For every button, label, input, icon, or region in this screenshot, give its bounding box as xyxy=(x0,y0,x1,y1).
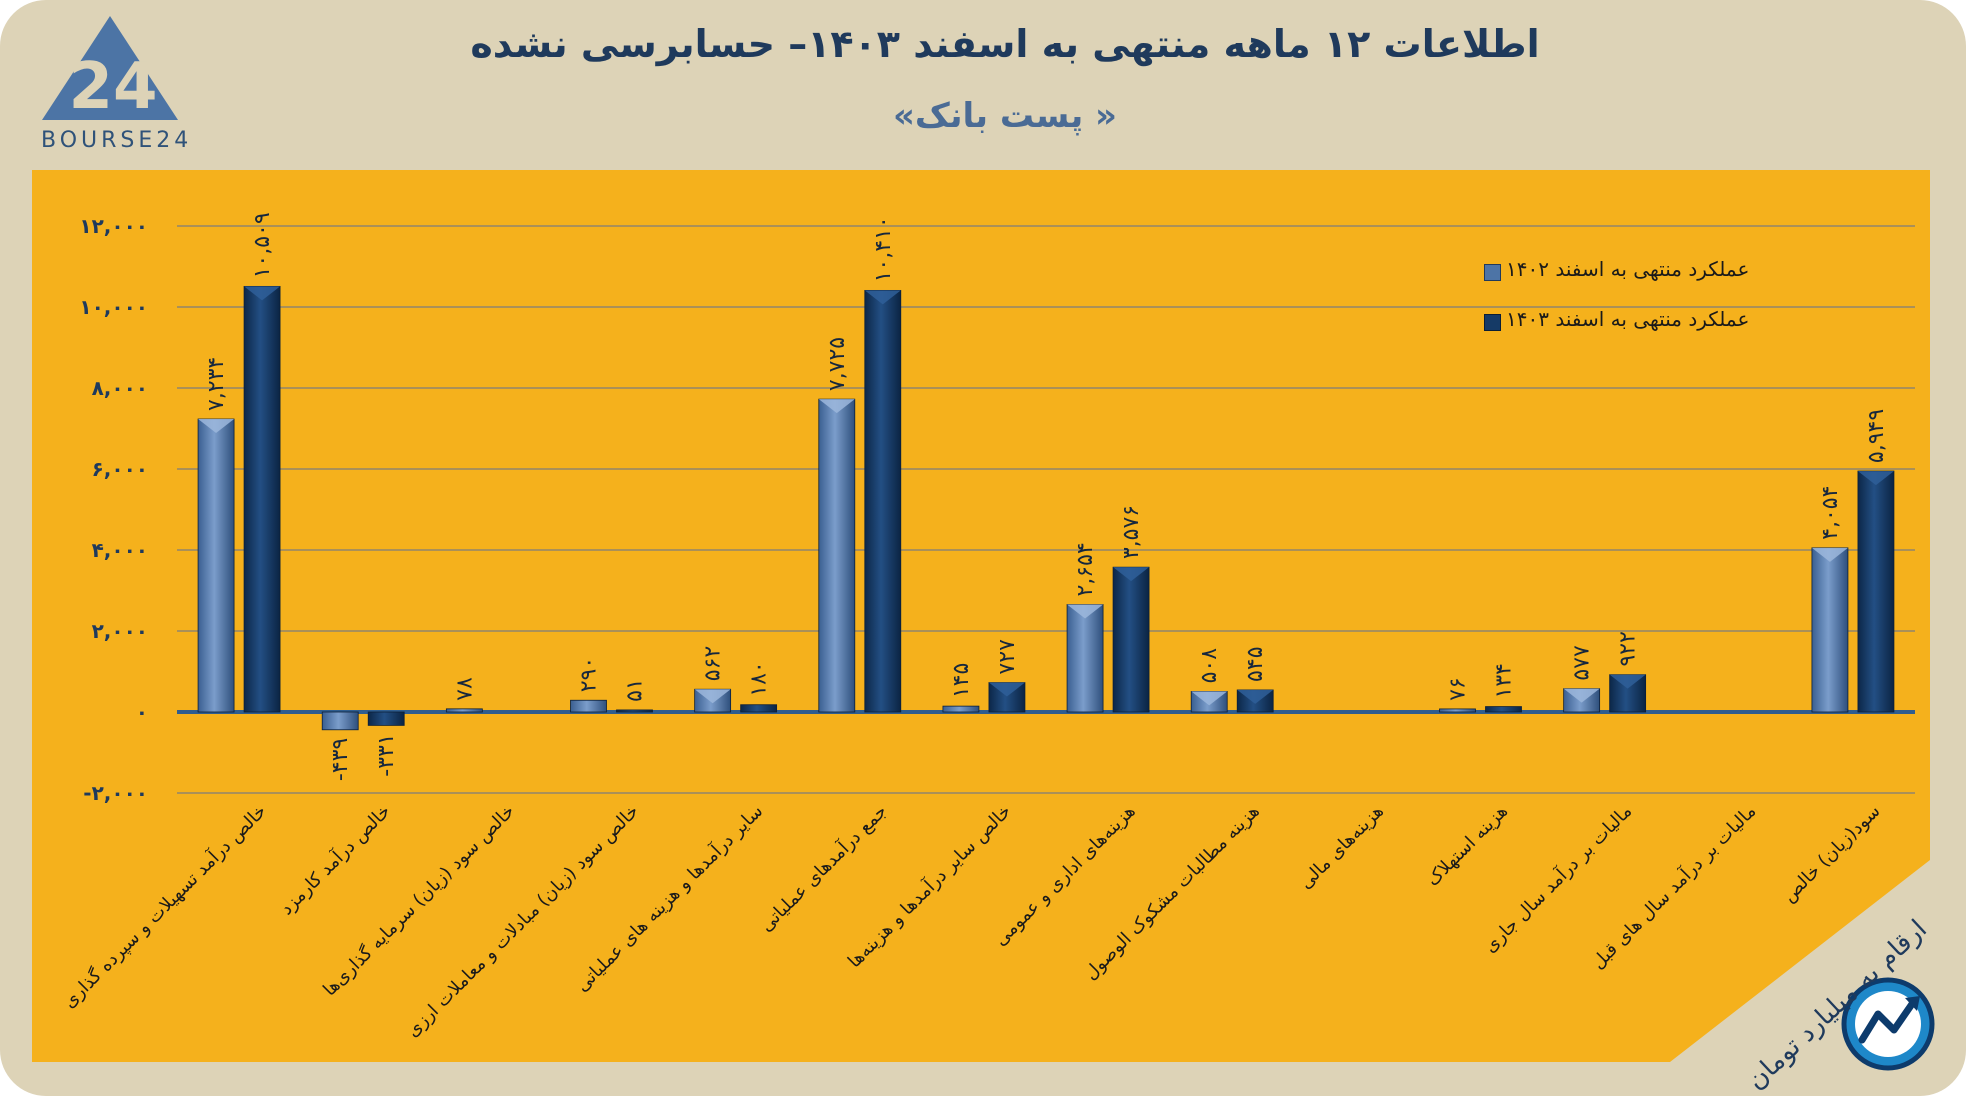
bar xyxy=(1439,708,1476,713)
data-label: ۱۰,۴۱۰ xyxy=(871,216,896,282)
bar-cap xyxy=(694,689,731,704)
data-label: -۴۳۹ xyxy=(328,738,353,781)
bar-cap xyxy=(988,682,1025,697)
data-labels: ۷,۲۳۴ ۱۰,۵۰۹ -۴۳۹ -۳۳۱ ۷۸ ۲۹۰ ۵۱ ۵۶۲ ۱۸۰ ۷,۷۲۵ ۱۰,… xyxy=(204,212,1889,781)
bar-cap xyxy=(1113,567,1150,582)
bar-cap xyxy=(1609,674,1646,689)
plot-background xyxy=(32,170,1930,1062)
bar-cap xyxy=(244,286,281,301)
bar xyxy=(1112,566,1150,713)
data-label: ۷۸ xyxy=(452,677,477,701)
bar-cap xyxy=(198,419,235,434)
y-tick-label: ۱۰,۰۰۰ xyxy=(79,295,148,319)
data-label: ۷۶ xyxy=(1446,677,1471,701)
data-label: ۷,۲۳۴ xyxy=(204,357,229,411)
y-tick-label: ۱۲,۰۰۰ xyxy=(79,214,148,238)
bar-cap xyxy=(818,399,855,414)
y-tick-label: ۸,۰۰۰ xyxy=(92,376,148,400)
data-label: ۱۳۴ xyxy=(1492,663,1517,698)
bar xyxy=(1485,706,1522,713)
bar xyxy=(445,708,483,713)
bar-cap xyxy=(1811,547,1848,562)
bar xyxy=(1811,547,1849,713)
data-label: ۹۲۲ xyxy=(1616,631,1641,666)
bar-cap xyxy=(1191,691,1228,706)
chart-subtitle: « پست بانک» xyxy=(892,96,1118,136)
data-label: ۳,۵۷۶ xyxy=(1119,505,1144,559)
bar xyxy=(942,705,980,713)
bar xyxy=(321,711,359,731)
bar xyxy=(864,289,902,713)
data-label: ۴,۰۵۴ xyxy=(1818,486,1843,540)
data-label: ۲,۶۵۴ xyxy=(1073,542,1098,596)
bar xyxy=(243,285,281,713)
bar xyxy=(740,704,778,713)
logo-number: 24 xyxy=(68,50,157,124)
logo-text: BOURSE24 xyxy=(41,128,193,153)
brand-badge-icon xyxy=(1841,977,1935,1071)
legend-swatch-1403 xyxy=(1484,314,1501,331)
data-label: ۵۴۵ xyxy=(1243,646,1268,681)
data-label: ۵۱ xyxy=(623,678,648,702)
bar xyxy=(367,711,405,726)
bar xyxy=(1857,470,1895,713)
bar xyxy=(818,398,856,713)
bars xyxy=(197,285,1895,731)
bar-cap xyxy=(1067,604,1104,619)
y-tick-label: ۴,۰۰۰ xyxy=(92,538,148,562)
data-label: ۵,۹۴۹ xyxy=(1864,409,1889,463)
legend-label-1403: عملکرد منتهی به اسفند ۱۴۰۳ xyxy=(1506,307,1750,331)
bar xyxy=(1066,604,1104,713)
y-axis-ticks: -۲,۰۰۰ ۰ ۲,۰۰۰ ۴,۰۰۰ ۶,۰۰۰ ۸,۰۰۰ ۱۰,۰۰۰ ۱۲,۰۰۰ xyxy=(79,214,148,805)
legend-swatch-1402 xyxy=(1484,264,1501,281)
data-label: ۲۹۰ xyxy=(577,657,602,692)
bar-cap xyxy=(1857,471,1894,486)
bar xyxy=(616,709,653,713)
bar-cap xyxy=(1563,688,1600,703)
bourse24-logo: 24 xyxy=(42,16,178,124)
data-label: ۷,۷۲۵ xyxy=(825,337,850,391)
chart-title: اطلاعات ۱۲ ماهه منتهی به اسفند ۱۴۰۳– حسا… xyxy=(470,22,1540,66)
data-label: ۱۰,۵۰۹ xyxy=(250,212,275,278)
y-tick-label: ۶,۰۰۰ xyxy=(92,457,148,481)
legend-item-1402: عملکرد منتهی به اسفند ۱۴۰۲ xyxy=(1480,255,1780,285)
bar xyxy=(570,699,607,713)
bar-cap xyxy=(1237,689,1274,704)
data-label: ۵۷۷ xyxy=(1570,645,1595,681)
bar-cap xyxy=(864,290,901,305)
y-tick-label: -۲,۰۰۰ xyxy=(83,781,148,805)
data-label: ۷۲۷ xyxy=(995,639,1020,675)
data-label: ۵۶۲ xyxy=(701,646,726,681)
legend-label-1402: عملکرد منتهی به اسفند ۱۴۰۲ xyxy=(1506,257,1750,281)
y-tick-label: ۲,۰۰۰ xyxy=(92,619,148,643)
data-label: ۱۴۵ xyxy=(949,663,974,698)
bar xyxy=(197,418,235,713)
data-label: -۳۳۱ xyxy=(374,733,399,776)
logo-triangle xyxy=(42,16,178,120)
data-label: ۵۰۸ xyxy=(1197,648,1222,684)
legend-item-1403: عملکرد منتهی به اسفند ۱۴۰۳ xyxy=(1480,305,1780,335)
y-tick-label: ۰ xyxy=(136,700,148,724)
data-label: ۱۸۰ xyxy=(747,661,772,696)
